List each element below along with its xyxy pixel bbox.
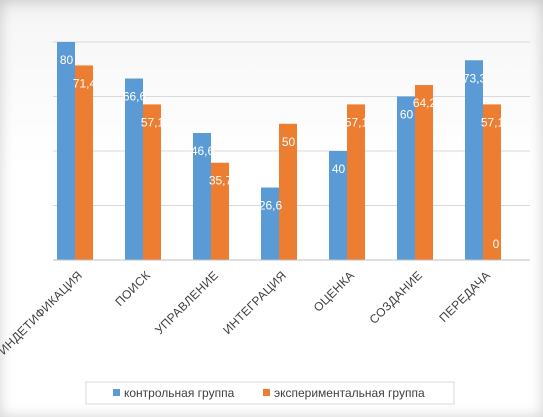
data-label: 66,6: [123, 90, 147, 104]
data-label: 35,7: [209, 174, 233, 188]
bar-control-2: [125, 78, 143, 260]
x-tick-label: УПРАВЛЕНИЕ: [152, 268, 221, 337]
data-label: 50: [282, 135, 296, 149]
legend-label: экспериментальная группа: [274, 386, 425, 400]
data-label: 26,6: [259, 199, 283, 213]
x-tick-label: ИНДЕТИФИКАЦИЯ: [0, 268, 85, 357]
legend-swatch: [263, 389, 270, 396]
x-tick-label: ИНТЕГРАЦИЯ: [220, 268, 289, 337]
data-label: 64,2: [413, 96, 437, 110]
bar-experimental-5: [347, 104, 365, 260]
data-label-extra: 0: [493, 237, 500, 251]
bar-control-3: [193, 133, 211, 260]
bar-control-5: [329, 151, 347, 260]
x-tick-label: ПЕРЕДАЧА: [436, 268, 493, 325]
bar-control-4: [261, 187, 279, 260]
data-label: 57,1: [141, 115, 165, 129]
data-label: 46,6: [191, 144, 215, 158]
data-label: 60: [400, 108, 414, 122]
bar-experimental-1: [75, 65, 93, 260]
data-label: 73,3: [463, 71, 487, 85]
bar-experimental-2: [143, 104, 161, 260]
x-tick-label: ОЦЕНКА: [311, 268, 357, 314]
data-label: 57,1: [345, 115, 369, 129]
bar-control-6: [397, 96, 415, 260]
legend: контрольная группа экспериментальная груп…: [85, 381, 455, 405]
x-tick-label: ПОИСК: [112, 268, 153, 309]
x-tick-label: СОЗДАНИЕ: [367, 268, 426, 327]
bar-experimental-3: [211, 162, 229, 260]
data-label: 71,4: [73, 76, 97, 90]
data-labels: 80 71,4 66,6 57,1 46,6 35,7 26,6 50 40 57,1 6064,2…: [60, 53, 505, 251]
legend-swatch: [113, 389, 120, 396]
bar-experimental-7: [483, 104, 501, 260]
data-label: 57,1: [481, 115, 505, 129]
bar-control-7: [465, 60, 483, 260]
legend-label: контрольная группа: [124, 386, 235, 400]
bar-experimental-6: [415, 85, 433, 261]
bars: [57, 42, 501, 261]
x-tick-labels: ИНДЕТИФИКАЦИЯ ПОИСК УПРАВЛЕНИЕ ИНТЕГРАЦИЯ ОЦ…: [0, 268, 493, 357]
bar-experimental-4: [279, 123, 297, 260]
data-label: 40: [332, 162, 346, 176]
bar-control-1: [57, 42, 75, 260]
data-label: 80: [60, 53, 74, 67]
